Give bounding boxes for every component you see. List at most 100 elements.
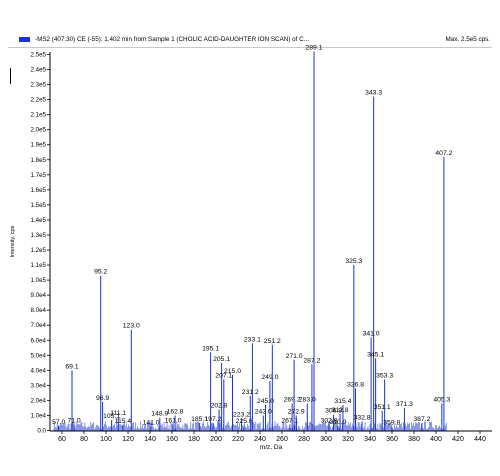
y-tick-label: 2.3e5: [31, 82, 47, 89]
peak-label: 231.2: [242, 389, 259, 396]
peak-label: 283.0: [299, 396, 316, 403]
peak-label: 123.0: [123, 323, 140, 330]
peak-label: 71.0: [67, 417, 80, 424]
x-tick-label: 360: [386, 436, 398, 443]
x-tick-label: 280: [298, 436, 310, 443]
y-tick-label: 1.0e4: [31, 412, 47, 419]
left-edge-marker: [10, 68, 11, 84]
peak-label: 353.3: [376, 372, 393, 379]
peak-label: 115.4: [115, 418, 132, 425]
peak-label: 315.4: [334, 398, 351, 405]
x-tick-label: 240: [254, 436, 266, 443]
x-tick-label: 340: [364, 436, 376, 443]
x-tick-label: 200: [210, 436, 222, 443]
peak-label: 245.0: [257, 398, 274, 405]
peak-label: 195.1: [202, 345, 219, 352]
peak-label: 162.8: [167, 408, 184, 415]
x-tick-label: 260: [276, 436, 288, 443]
x-tick-label: 180: [188, 436, 200, 443]
peak-label: 289.1: [306, 44, 323, 51]
peak-label: 223.2: [233, 411, 250, 418]
peak-label: 233.1: [244, 336, 261, 343]
peak-label: 215.0: [224, 368, 241, 375]
y-tick-label: 1.6e5: [31, 187, 47, 194]
max-intensity-label: Max. 2.5e5 cps.: [445, 36, 490, 43]
x-tick-label: 420: [452, 436, 464, 443]
peak-label: 207.1: [215, 372, 232, 379]
y-tick-label: 2.5e5: [31, 52, 47, 59]
x-tick-label: 120: [122, 436, 134, 443]
spectrum-title: -MS2 (407.30) CE (-55): 1.402 min from S…: [35, 36, 309, 43]
peak-label: 105.1: [103, 413, 120, 420]
peak-label: 185.1: [191, 416, 208, 423]
x-axis-label: m/z, Da: [260, 444, 283, 451]
peak-label: 407.2: [435, 150, 452, 157]
x-tick-label: 300: [320, 436, 332, 443]
y-tick-label: 5.0e4: [31, 352, 47, 359]
x-tick-label: 400: [430, 436, 442, 443]
y-axis-label: Intensity, cps: [10, 225, 16, 257]
x-tick-label: 80: [80, 436, 88, 443]
y-tick-label: 1.7e5: [31, 172, 47, 179]
y-tick-label: 2.2e5: [31, 97, 47, 104]
y-tick-label: 2.1e5: [31, 112, 47, 119]
peak-label: 249.0: [261, 374, 278, 381]
y-tick-label: 1.2e5: [31, 247, 47, 254]
peak-label: 345.1: [367, 351, 384, 358]
peak-label: 202.8: [211, 402, 228, 409]
peak-label: 359.8: [383, 420, 400, 427]
peak-label: 326.8: [347, 381, 364, 388]
peak-label: 96.9: [96, 395, 109, 402]
peak-label: 312.8: [332, 407, 349, 414]
peak-label: 141.0: [143, 420, 160, 427]
peak-label: 161.0: [165, 417, 182, 424]
peak-label: 111.1: [110, 410, 126, 417]
peak-label: 351.1: [374, 404, 391, 411]
peak-label: 271.0: [286, 353, 303, 360]
peak-label: 225.6: [236, 418, 253, 425]
series-color-swatch: [19, 37, 30, 42]
x-tick-label: 440: [474, 436, 486, 443]
x-tick-label: 380: [408, 436, 420, 443]
y-tick-label: 9.0e4: [31, 292, 47, 299]
peak-label: 251.2: [264, 338, 281, 345]
y-tick-label: 8.0e4: [31, 307, 47, 314]
y-tick-label: 1.4e5: [31, 217, 47, 224]
x-tick-label: 140: [144, 436, 156, 443]
x-tick-label: 160: [166, 436, 178, 443]
peak-label: 325.3: [345, 258, 362, 265]
y-tick-label: 3.0e4: [31, 382, 47, 389]
x-tick-label: 320: [342, 436, 354, 443]
y-tick-label: 1.1e5: [31, 262, 47, 269]
peak-label: 405.3: [433, 396, 450, 403]
y-tick-label: 1.3e5: [31, 232, 47, 239]
peak-label: 341.0: [363, 330, 380, 337]
peak-label: 302.8: [321, 417, 338, 424]
y-tick-label: 0.0: [37, 428, 46, 435]
x-tick-label: 100: [100, 436, 112, 443]
peak-label: 267.1: [281, 417, 298, 424]
peak-label: 57.0: [52, 419, 65, 426]
peak-label: 205.1: [213, 356, 230, 363]
peak-label: 269.2: [284, 396, 301, 403]
peak-label: 148.9: [151, 411, 168, 418]
peak-label: 197.2: [204, 416, 221, 423]
peak-label: 310.9: [329, 419, 346, 426]
x-tick-label: 220: [232, 436, 244, 443]
y-tick-label: 1.5e5: [31, 202, 47, 209]
peak-label: 306.9: [325, 408, 342, 415]
peak-label: 272.9: [288, 408, 305, 415]
header-divider: [8, 47, 492, 48]
y-tick-label: 1.9e5: [31, 142, 47, 149]
y-tick-label: 2.0e4: [31, 397, 47, 404]
peak-label: 343.3: [365, 90, 382, 97]
peak-label: 69.1: [65, 363, 78, 370]
y-tick-label: 4.0e4: [31, 367, 47, 374]
spectrum-header: -MS2 (407.30) CE (-55): 1.402 min from S…: [8, 34, 492, 46]
y-tick-label: 1.0e5: [31, 277, 47, 284]
x-tick-label: 60: [58, 436, 66, 443]
y-tick-label: 2.4e5: [31, 67, 47, 74]
y-tick-label: 2.0e5: [31, 127, 47, 134]
y-tick-label: 7.0e4: [31, 322, 47, 329]
